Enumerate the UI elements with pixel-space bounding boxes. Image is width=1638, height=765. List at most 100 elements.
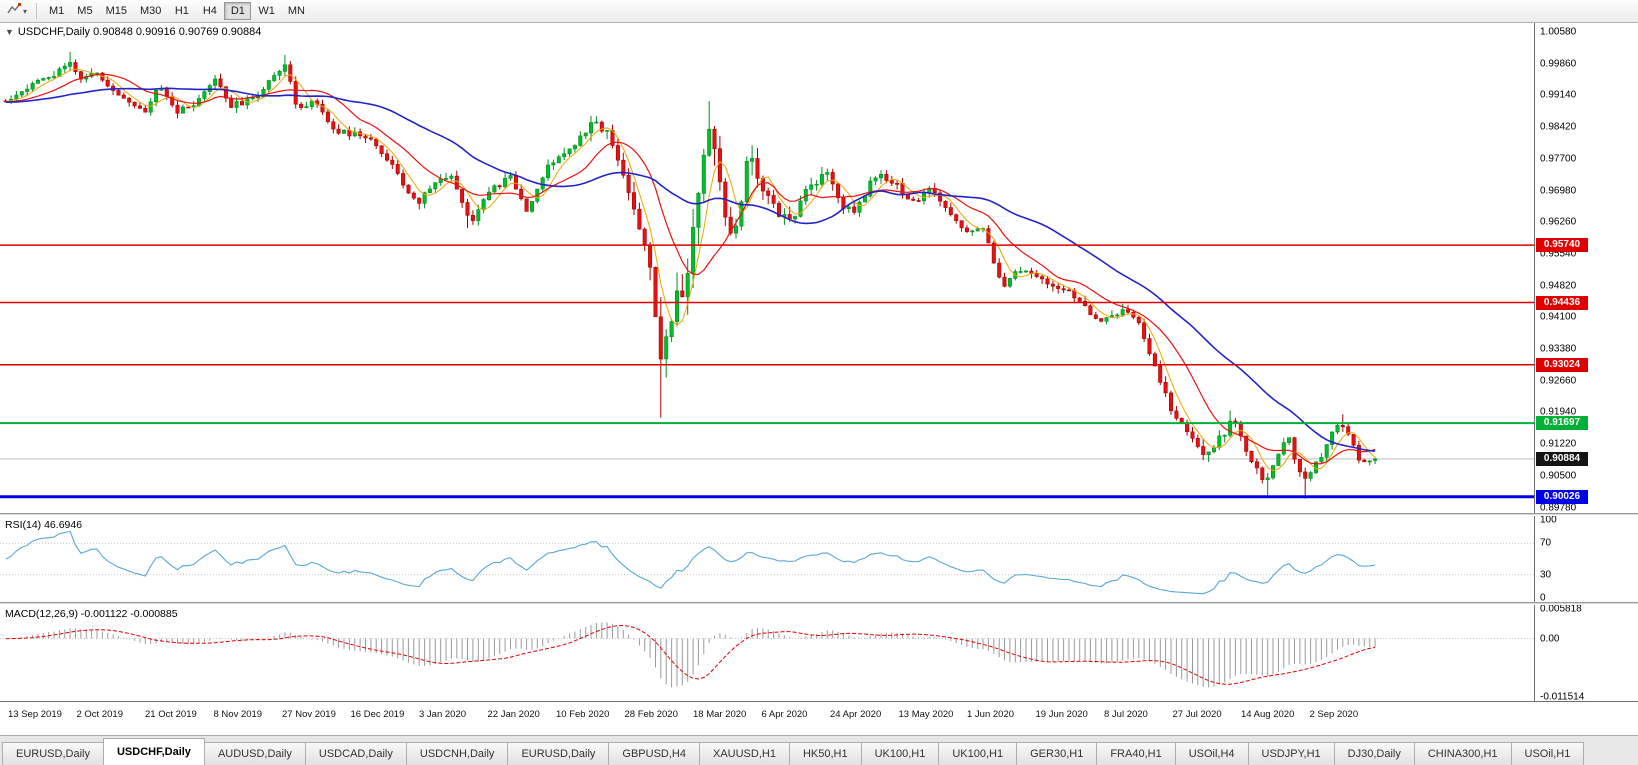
chart-tools[interactable]: ▾ <box>4 1 30 22</box>
time-axis-label: 16 Dec 2019 <box>350 709 405 720</box>
main-price-panel: ▼ USDCHF,Daily 0.90848 0.90916 0.90769 0.… <box>0 23 1638 513</box>
price-line-badge: 0.91697 <box>1536 416 1588 431</box>
timeframe-button-d1[interactable]: D1 <box>224 2 252 20</box>
panel-splitter[interactable] <box>0 513 1638 516</box>
chart-tab[interactable]: EURUSD,Daily <box>2 742 104 765</box>
rsi-axis-label: 70 <box>1540 537 1552 549</box>
price-axis-label: 0.91220 <box>1540 438 1577 450</box>
price-axis-label: 0.99140 <box>1540 89 1577 101</box>
chart-tab[interactable]: USDJPY,H1 <box>1247 742 1335 765</box>
time-axis-label: 13 May 2020 <box>898 709 954 720</box>
chart-region: ▼ USDCHF,Daily 0.90848 0.90916 0.90769 0.… <box>0 23 1638 735</box>
time-axis-label: 28 Feb 2020 <box>624 709 678 720</box>
price-axis-label: 0.98420 <box>1540 121 1577 133</box>
price-axis-label: 0.91940 <box>1540 406 1577 418</box>
price-axis-label: 0.99860 <box>1540 58 1577 70</box>
macd-chart[interactable] <box>0 605 1534 701</box>
panel-splitter[interactable] <box>0 602 1638 605</box>
rsi-axis-label: 30 <box>1540 569 1552 581</box>
chart-tab[interactable]: HK50,H1 <box>788 742 862 765</box>
chart-tab[interactable]: USOil,H4 <box>1174 742 1249 765</box>
chart-tab[interactable]: USDCAD,Daily <box>304 742 407 765</box>
price-axis-label: 0.89780 <box>1540 502 1577 513</box>
dropdown-arrow-icon[interactable]: ▾ <box>23 6 28 16</box>
price-axis-label: 0.93380 <box>1540 343 1577 355</box>
time-axis-label: 21 Oct 2019 <box>145 709 197 720</box>
macd-label: MACD(12,26,9) -0.001122 -0.000885 <box>5 608 178 620</box>
time-axis-label: 8 Jul 2020 <box>1104 709 1148 720</box>
rsi-label: RSI(14) 46.6946 <box>5 519 83 531</box>
timeframe-button-w1[interactable]: W1 <box>258 5 275 17</box>
one-click-trading-icon[interactable]: ▼ <box>5 27 14 37</box>
macd-axis-label: 0.005818 <box>1540 605 1582 615</box>
chart-tab[interactable]: GER30,H1 <box>1016 742 1098 765</box>
price-axis[interactable]: 1.00580 0.99860 0.99140 0.98420 0.97700 0.969… <box>1534 23 1638 513</box>
time-axis-label: 27 Nov 2019 <box>282 709 336 720</box>
price-axis-label: 0.94820 <box>1540 280 1577 292</box>
chart-ohlc-label: ▼ USDCHF,Daily 0.90848 0.90916 0.90769 0.… <box>5 26 261 38</box>
rsi-axis-label: 100 <box>1540 516 1557 526</box>
macd-panel: MACD(12,26,9) -0.001122 -0.000885 0.0058… <box>0 605 1638 701</box>
price-axis-label: 0.95540 <box>1540 248 1577 260</box>
toolbar-separator <box>36 3 38 19</box>
chart-tab[interactable]: UK100,H1 <box>860 742 940 765</box>
timeframe-button-m15[interactable]: M15 <box>105 5 127 17</box>
time-axis-label: 3 Jan 2020 <box>419 709 467 720</box>
price-axis-label: 0.92660 <box>1540 375 1577 387</box>
time-axis-label: 27 Jul 2020 <box>1172 709 1222 720</box>
timeframe-button-mn[interactable]: MN <box>287 5 305 17</box>
chart-tab[interactable]: DJ30,Daily <box>1333 742 1415 765</box>
time-axis-label: 6 Apr 2020 <box>761 709 808 720</box>
price-line-badge: 0.93024 <box>1536 357 1588 372</box>
chart-tab[interactable]: UK100,H1 <box>938 742 1018 765</box>
time-axis-label: 2 Oct 2019 <box>76 709 123 720</box>
macd-axis-label: 0.00 <box>1540 633 1560 644</box>
price-axis-label: 0.96260 <box>1540 216 1577 228</box>
time-axis-label: 2 Sep 2020 <box>1309 709 1359 720</box>
time-axis-label: 22 Jan 2020 <box>487 709 540 720</box>
chart-tab[interactable]: USDCNH,Daily <box>405 742 509 765</box>
rsi-axis[interactable]: 100 70 30 0 <box>1534 516 1638 602</box>
candlestick-chart[interactable] <box>0 23 1534 513</box>
price-axis-label: 0.96980 <box>1540 185 1577 196</box>
chart-tab[interactable]: EURUSD,Daily <box>507 742 610 765</box>
price-line-badge: 0.95740 <box>1536 238 1588 253</box>
price-axis-label: 0.94100 <box>1540 311 1577 323</box>
price-line-badge: 0.90026 <box>1536 489 1588 504</box>
ohlc-text: USDCHF,Daily 0.90848 0.90916 0.90769 0.9… <box>17 26 262 38</box>
chart-tab-bar: EURUSD,Daily USDCHF,Daily AUDUSD,Daily USDC… <box>0 735 1638 765</box>
price-axis-label: 0.90500 <box>1540 470 1577 482</box>
time-axis-label: 24 Apr 2020 <box>830 709 882 720</box>
timeframe-button-h1[interactable]: H1 <box>174 5 189 17</box>
price-line-badge: 0.94436 <box>1536 295 1588 310</box>
time-axis-label: 13 Sep 2019 <box>8 709 62 720</box>
price-axis-label: 1.00580 <box>1540 26 1577 38</box>
timeframe-button-m30[interactable]: M30 <box>139 5 162 17</box>
line-studies-icon[interactable] <box>7 2 22 21</box>
rsi-chart[interactable] <box>0 516 1534 602</box>
chart-tab[interactable]: USOil,H1 <box>1510 742 1585 765</box>
rsi-panel: RSI(14) 46.6946 100 70 30 0 <box>0 516 1638 602</box>
timeframe-toolbar: ▾ M1 M5 M15 M30 H1 H4 D1 W1 MN <box>0 0 1638 23</box>
rsi-axis-label: 0 <box>1540 592 1546 603</box>
chart-tab[interactable]: GBPUSD,H4 <box>608 742 700 765</box>
time-axis-label: 18 Mar 2020 <box>693 709 747 720</box>
timeframe-button-m5[interactable]: M5 <box>77 5 93 17</box>
chart-tab[interactable]: USDCHF,Daily <box>102 738 205 765</box>
macd-axis-label: -0.011514 <box>1540 691 1585 702</box>
macd-axis[interactable]: 0.005818 0.00 -0.011514 <box>1534 605 1638 701</box>
chart-tab[interactable]: CHINA300,H1 <box>1413 742 1512 765</box>
time-axis[interactable]: 13 Sep 2019 2 Oct 2019 21 Oct 2019 8 Nov 20… <box>0 701 1638 735</box>
chart-tab[interactable]: XAUUSD,H1 <box>698 742 790 765</box>
chart-tab[interactable]: FRA40,H1 <box>1096 742 1176 765</box>
timeframe-buttons: M1 M5 M15 M30 H1 H4 D1 W1 MN <box>43 2 311 20</box>
timeframe-button-m1[interactable]: M1 <box>49 5 65 17</box>
current-price-badge: 0.90884 <box>1536 451 1588 466</box>
timeframe-button-h4[interactable]: H4 <box>202 5 217 17</box>
time-axis-label: 10 Feb 2020 <box>556 709 610 720</box>
chart-tab[interactable]: AUDUSD,Daily <box>203 742 306 765</box>
time-axis-label: 19 Jun 2020 <box>1035 709 1088 720</box>
price-axis-label: 0.97700 <box>1540 153 1577 165</box>
time-axis-label: 1 Jun 2020 <box>967 709 1015 720</box>
